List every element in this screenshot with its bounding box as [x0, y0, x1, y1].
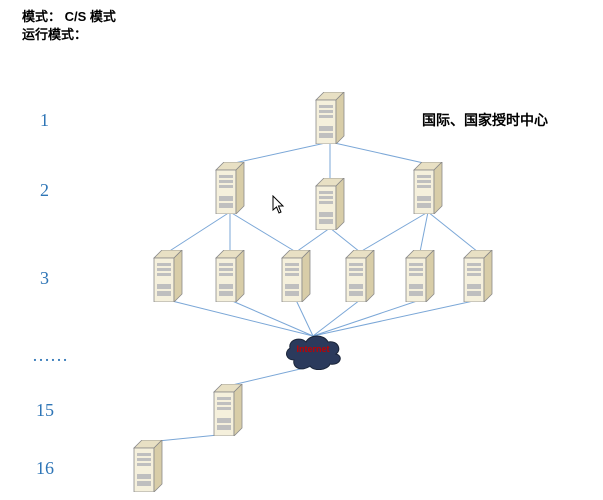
tier-label-1: 1 — [40, 110, 49, 131]
tier-label-2: 2 — [40, 180, 49, 201]
server-icon — [340, 250, 380, 302]
server-icon — [310, 92, 350, 144]
header-line1-label: 模式： — [22, 9, 61, 24]
header-line1: 模式： C/S 模式 — [22, 6, 116, 25]
internet-cloud-label: Internet — [282, 344, 344, 354]
server-icon — [210, 250, 250, 302]
header-line2: 运行模式： — [22, 24, 87, 43]
server-icon — [210, 162, 250, 214]
diagram-caption: 国际、国家授时中心 — [422, 110, 548, 130]
server-icon — [148, 250, 188, 302]
server-icon — [408, 162, 448, 214]
tier-label-15: 15 — [36, 400, 54, 421]
server-icon — [128, 440, 168, 492]
header-line2-label: 运行模式： — [22, 27, 87, 42]
server-icon — [276, 250, 316, 302]
header-line1-value: C/S 模式 — [65, 9, 116, 24]
tier-label-16: 16 — [36, 458, 54, 479]
server-icon — [400, 250, 440, 302]
server-icon — [208, 384, 248, 436]
mouse-cursor-icon — [272, 195, 286, 215]
tier-label-3: 3 — [40, 268, 49, 289]
server-icon — [310, 178, 350, 230]
server-icon — [458, 250, 498, 302]
tier-label-ellipsis: …… — [32, 345, 68, 366]
